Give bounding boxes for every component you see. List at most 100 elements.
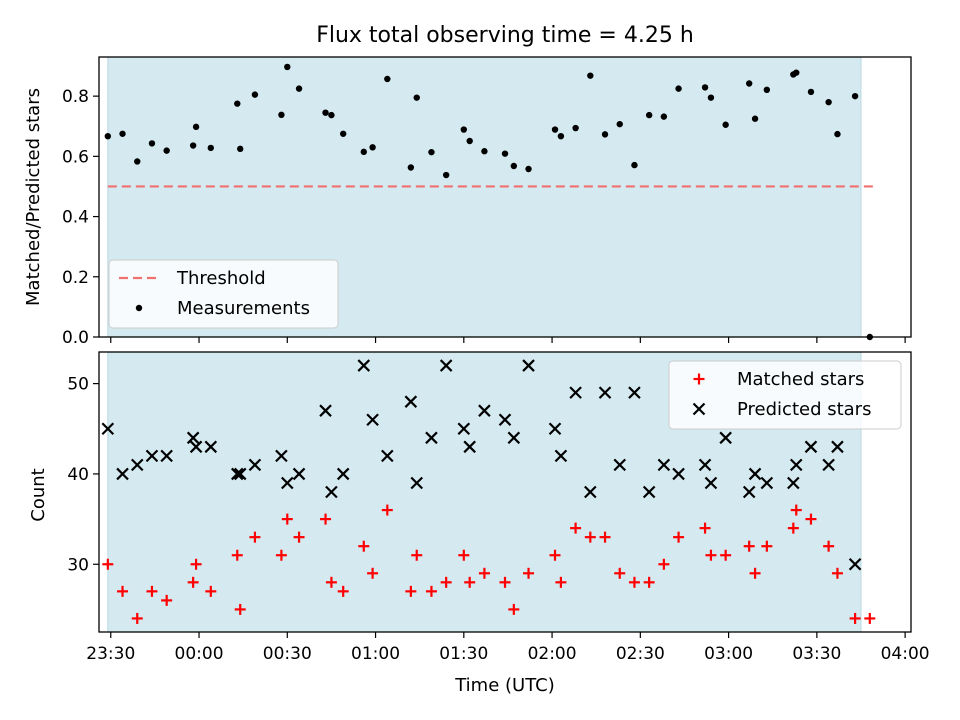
data-point	[145, 449, 159, 463]
data-point	[381, 449, 394, 463]
axes-frame	[98, 56, 912, 338]
legend-label: Matched stars	[737, 369, 864, 390]
data-point	[631, 161, 638, 169]
data-point	[478, 404, 491, 417]
data-point	[104, 132, 112, 140]
data-point	[205, 585, 217, 597]
data-point	[337, 585, 349, 597]
data-point	[642, 485, 656, 499]
data-point	[322, 109, 329, 116]
data-point	[805, 513, 817, 525]
data-point	[707, 94, 715, 101]
data-point	[478, 567, 490, 579]
data-point	[763, 86, 771, 94]
data-point	[498, 413, 512, 427]
data-point	[499, 576, 511, 588]
data-point	[848, 557, 862, 571]
data-point	[148, 140, 156, 147]
bottom-panel-count-plot: 30 40 50 23:30 00:00 00:30 01:00 01:30 02:00 02:3…	[67, 351, 930, 664]
data-point	[572, 124, 579, 132]
data-point	[384, 75, 391, 83]
data-point	[557, 132, 565, 140]
data-point	[320, 513, 332, 525]
data-point	[336, 467, 350, 481]
x-tick-label: 23:30	[86, 644, 135, 664]
data-point	[339, 130, 347, 137]
data-point	[822, 458, 835, 472]
data-point	[187, 576, 199, 588]
data-point	[325, 576, 337, 588]
data-point	[439, 359, 453, 372]
x-tick-label: 01:00	[351, 644, 400, 664]
data-point	[295, 85, 303, 92]
top-panel-ratio-plot: 0.0 0.2 0.4 0.6 0.8 Threshold Measurements	[62, 56, 912, 348]
data-point	[672, 467, 685, 481]
series-measurements	[104, 63, 874, 341]
data-point	[457, 422, 471, 436]
data-point	[319, 404, 332, 417]
y-tick-label: 0.2	[62, 268, 89, 288]
y-tick-label: 0.4	[62, 208, 89, 228]
data-point	[825, 98, 832, 106]
data-point	[522, 359, 535, 372]
data-point	[699, 522, 711, 534]
data-point	[658, 558, 670, 570]
data-point	[413, 94, 420, 101]
data-point	[119, 130, 126, 137]
data-point	[587, 72, 594, 79]
data-point	[804, 440, 818, 454]
legend-label: Predicted stars	[737, 399, 871, 420]
legend: Threshold Measurements	[108, 259, 339, 329]
data-point	[570, 522, 582, 534]
y-tick-label: 0.0	[62, 328, 89, 348]
x-tick-label: 04:00	[881, 644, 930, 664]
data-point	[722, 121, 729, 128]
data-point	[628, 386, 641, 399]
data-point	[131, 612, 143, 624]
legend-swatch	[135, 304, 143, 312]
data-point	[507, 431, 521, 445]
legend-swatch	[692, 402, 706, 416]
data-point	[407, 164, 415, 171]
x-tick-label: 01:30	[439, 644, 488, 664]
bottom-y-axis-label: Count	[28, 468, 49, 521]
data-point	[719, 431, 732, 445]
data-point	[160, 449, 173, 463]
data-point	[163, 147, 170, 154]
data-point	[823, 540, 835, 552]
data-point	[569, 386, 582, 399]
legend-box	[668, 360, 902, 430]
data-point	[442, 171, 450, 179]
data-point	[598, 386, 612, 399]
data-point	[481, 148, 488, 155]
data-point	[720, 549, 732, 561]
data-point	[117, 585, 129, 597]
data-point	[325, 485, 338, 499]
data-point	[425, 585, 437, 597]
data-point	[146, 585, 158, 597]
legend-label: Measurements	[177, 298, 310, 319]
data-point	[381, 504, 393, 516]
y-tick-label: 30	[67, 555, 89, 575]
data-point	[614, 567, 626, 579]
data-point	[554, 449, 568, 463]
data-point	[549, 549, 561, 561]
data-point	[130, 458, 144, 472]
data-point	[601, 131, 609, 138]
data-point	[275, 449, 288, 463]
data-point	[628, 576, 640, 588]
data-point	[761, 540, 773, 552]
data-point	[186, 431, 200, 445]
y-tick-label: 0.6	[62, 147, 89, 167]
x-tick-label: 02:00	[528, 644, 577, 664]
data-point	[466, 137, 473, 145]
data-point	[101, 422, 115, 436]
data-point	[831, 440, 844, 454]
data-point	[555, 576, 567, 588]
data-point	[849, 612, 861, 624]
data-point	[510, 162, 518, 170]
data-point	[675, 85, 682, 92]
top-y-axis-label: Matched/Predicted stars	[23, 88, 44, 306]
data-point	[328, 111, 335, 119]
data-point	[698, 458, 712, 472]
